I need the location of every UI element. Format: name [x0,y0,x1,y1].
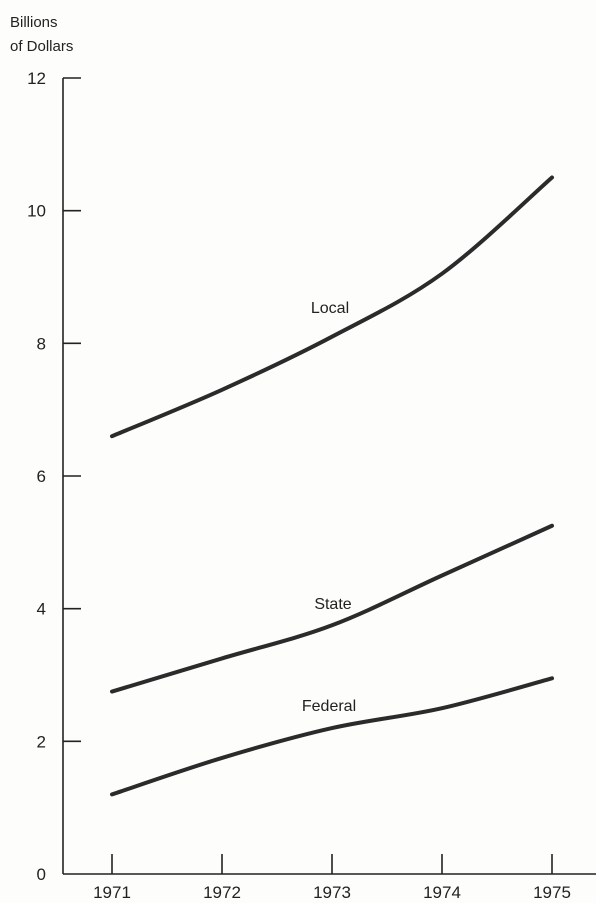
series-label-local: Local [311,300,349,317]
y-tick-label-2: 2 [37,732,46,751]
x-tick-label-1972: 1972 [203,883,241,902]
y-tick-label-0: 0 [37,865,46,884]
series-label-state: State [314,596,351,613]
x-tick-label-1973: 1973 [313,883,351,902]
series-lines [110,175,554,797]
x-ticks: 1971 1972 1973 1974 1975 [93,854,571,902]
y-tick-label-12: 12 [27,69,46,88]
series-line-federal [110,676,554,797]
x-tick-label-1974: 1974 [423,883,461,902]
series-labels: Local State Federal [302,300,356,715]
x-tick-label-1975: 1975 [533,883,571,902]
series-line-state [110,523,554,694]
y-tick-label-8: 8 [37,334,46,353]
y-axis-title: Billions of Dollars [10,14,73,55]
series-label-federal: Federal [302,698,356,715]
y-axis-title-line-2: of Dollars [10,38,73,55]
y-ticks: 0 2 4 6 8 10 12 [27,69,81,884]
y-tick-label-6: 6 [37,467,46,486]
y-tick-label-4: 4 [37,600,46,619]
y-tick-label-10: 10 [27,202,46,221]
x-tick-label-1971: 1971 [93,883,131,902]
series-line-local [110,175,554,439]
y-axis-title-line-1: Billions [10,14,58,31]
